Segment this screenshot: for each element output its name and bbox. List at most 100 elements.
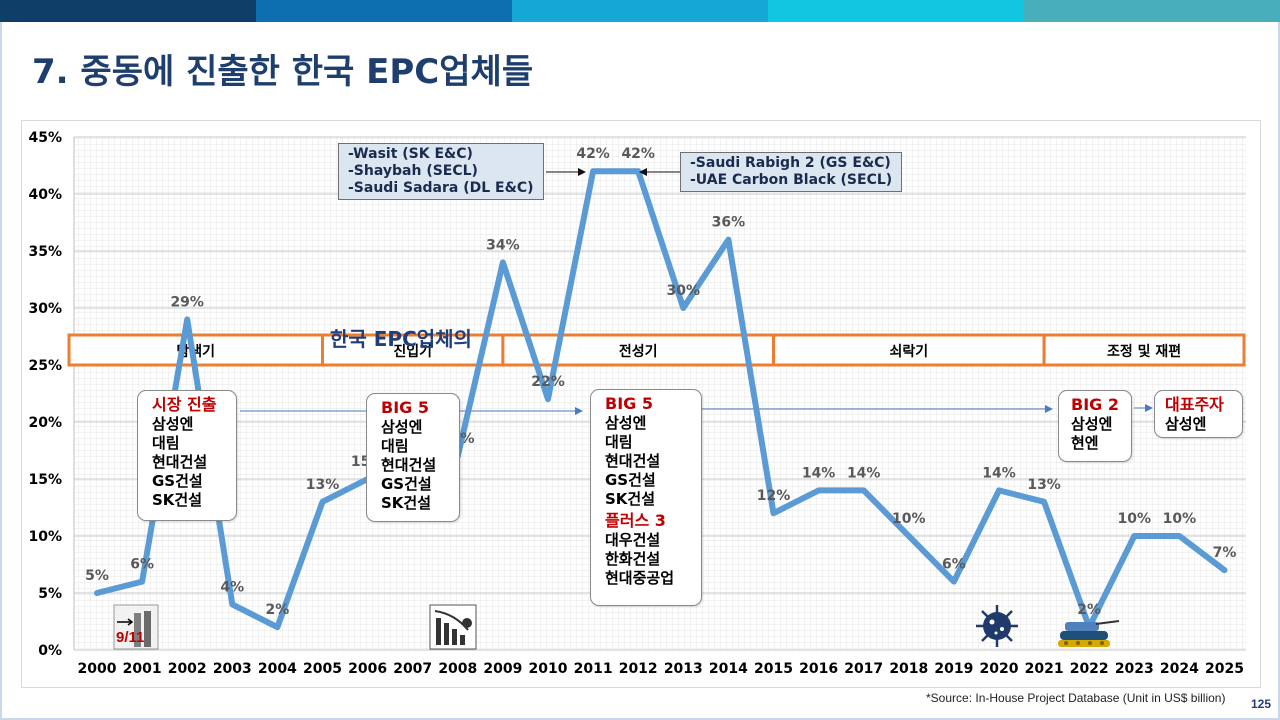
data-label: 10% (1118, 511, 1152, 527)
y-tick-label: 35% (28, 244, 62, 260)
data-point (997, 488, 1001, 493)
data-point (546, 397, 550, 402)
data-point (1132, 534, 1137, 538)
data-label: 5% (85, 568, 109, 584)
card-item: GS건설 (605, 471, 656, 489)
data-point (771, 511, 776, 516)
phase-label: 쇠락기 (889, 344, 928, 360)
card-title: BIG 5 (605, 394, 653, 413)
data-label: 6% (130, 557, 154, 573)
slide-title: 7. 중동에 진출한 한국 EPC업체들 (32, 52, 534, 92)
x-tick-label: 2021 (1025, 661, 1064, 677)
card-title: 시장 진출 (152, 395, 217, 414)
data-point (185, 317, 190, 322)
data-label: 42% (576, 146, 610, 162)
stage-card-big5-b: BIG 5 삼성엔 대림 현대건설 GS건설 SK건설 플러스 3 대우건설 한… (590, 389, 702, 606)
x-tick-label: 2003 (213, 661, 252, 677)
x-tick-label: 2020 (980, 661, 1019, 677)
stage-card-leader: 대표주자 삼성엔 (1154, 390, 1243, 438)
data-label: 2% (1077, 602, 1101, 618)
accent-segment (512, 0, 768, 22)
data-label: 12% (757, 488, 791, 504)
card-title: BIG 5 (381, 398, 429, 417)
event-label: 9/11 (116, 629, 144, 646)
phase-label: 탐색기 (176, 343, 215, 360)
card-item: SK건설 (152, 491, 203, 509)
card-item: SK건설 (381, 494, 432, 512)
x-tick-label: 2015 (754, 661, 793, 677)
page-number: 125 (1251, 697, 1272, 711)
x-tick-label: 2001 (123, 661, 162, 677)
card-item: 삼성엔 (1165, 415, 1207, 433)
x-tick-label: 2002 (168, 661, 207, 677)
data-label: 2% (266, 602, 290, 618)
y-tick-label: 25% (28, 358, 62, 374)
data-label: 14% (802, 465, 836, 481)
y-tick-label: 30% (28, 301, 62, 317)
y-tick-label: 20% (28, 415, 62, 431)
accent-segment (768, 0, 1024, 22)
x-tick-label: 2025 (1205, 661, 1244, 677)
card-item: GS건설 (381, 475, 432, 493)
phase-segment (1042, 333, 1246, 367)
card-item: 삼성엔 (1071, 415, 1113, 433)
x-tick-label: 2024 (1160, 661, 1199, 677)
data-point (500, 260, 505, 265)
x-tick-label: 2017 (844, 661, 883, 677)
twin-towers-icon: 9/11 (113, 604, 159, 650)
y-tick-label: 5% (38, 586, 62, 602)
data-point (816, 488, 821, 493)
data-point (140, 579, 145, 584)
stage-card-entry: 시장 진출 삼성엔 대림 현대건설 GS건설 SK건설 (137, 390, 237, 521)
data-point (681, 306, 686, 310)
data-point (320, 499, 325, 504)
y-tick-label: 0% (38, 643, 62, 659)
data-label: 29% (170, 294, 204, 310)
card-item: 현엔 (1071, 434, 1099, 452)
y-tick-label: 45% (28, 130, 62, 146)
data-label: 13% (1027, 477, 1061, 493)
stage-card-big2: BIG 2 삼성엔 현엔 (1058, 390, 1132, 462)
accent-segment (0, 0, 256, 22)
card-item: SK건설 (605, 490, 656, 508)
x-tick-label: 2018 (889, 661, 928, 677)
callout-item: -Shaybah (SECL) (348, 163, 478, 179)
x-tick-label: 2009 (483, 661, 522, 677)
card-item: GS건설 (152, 472, 203, 490)
x-tick-label: 2023 (1115, 661, 1154, 677)
virus-icon (976, 605, 1018, 647)
x-tick-label: 2013 (664, 661, 703, 677)
x-tick-label: 2008 (438, 661, 477, 677)
series-line (94, 168, 1228, 631)
data-label: 10% (1163, 511, 1197, 527)
card-item: 대림 (152, 434, 180, 452)
x-tick-label: 2000 (78, 661, 117, 677)
source-note: *Source: In-House Project Database (Unit… (926, 691, 1226, 705)
data-label: 10% (892, 511, 926, 527)
data-label: 22% (531, 374, 565, 390)
y-tick-label: 10% (28, 529, 62, 545)
y-tick-label: 15% (28, 472, 62, 488)
data-point (1042, 499, 1047, 504)
data-point (906, 534, 911, 538)
phase-label: 진입기 (393, 343, 432, 360)
x-tick-label: 2004 (258, 661, 297, 677)
data-label: 13% (306, 477, 340, 493)
phase-label: 조정 및 재편 (1107, 343, 1181, 360)
data-label: 30% (667, 283, 701, 299)
data-label: 36% (712, 215, 746, 231)
card-item: 현대건설 (152, 453, 208, 471)
data-point (1222, 568, 1227, 573)
x-tick-label: 2019 (934, 661, 973, 677)
callout-left: -Wasit (SK E&C) -Shaybah (SECL) -Saudi S… (338, 143, 544, 200)
data-point (726, 237, 731, 242)
data-point (591, 169, 596, 174)
card-title: 플러스 3 (605, 511, 666, 530)
callout-item: -UAE Carbon Black (SECL) (690, 172, 893, 188)
phase-title: 한국 EPC업체의 (330, 327, 472, 351)
data-point (275, 625, 280, 630)
data-label: 7% (1213, 545, 1237, 561)
data-point (861, 488, 866, 493)
data-point (1177, 534, 1182, 538)
